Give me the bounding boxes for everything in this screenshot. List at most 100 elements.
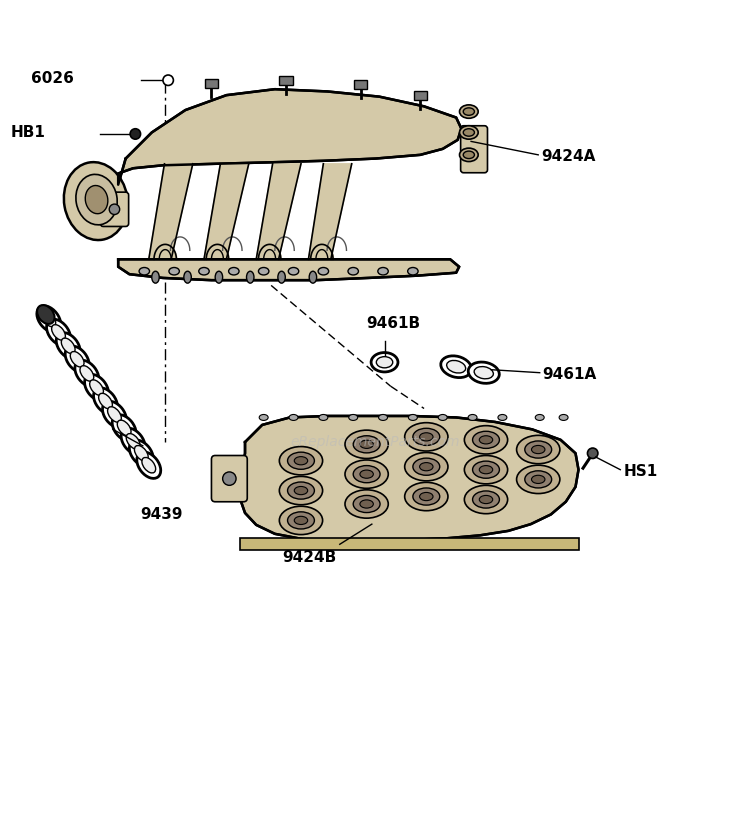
Ellipse shape — [247, 271, 254, 283]
Ellipse shape — [378, 267, 388, 275]
Ellipse shape — [46, 319, 70, 346]
Ellipse shape — [349, 414, 358, 421]
Ellipse shape — [438, 414, 447, 421]
Ellipse shape — [464, 485, 508, 514]
Ellipse shape — [90, 380, 104, 395]
Ellipse shape — [468, 362, 500, 383]
Ellipse shape — [309, 271, 316, 283]
Ellipse shape — [294, 457, 307, 465]
Polygon shape — [308, 163, 352, 259]
Text: 9424B: 9424B — [282, 551, 337, 565]
Ellipse shape — [65, 346, 89, 373]
Ellipse shape — [472, 461, 500, 478]
Ellipse shape — [479, 466, 493, 474]
Ellipse shape — [134, 445, 148, 461]
Ellipse shape — [64, 162, 128, 240]
Ellipse shape — [345, 490, 388, 518]
FancyBboxPatch shape — [460, 126, 488, 172]
Ellipse shape — [260, 414, 268, 421]
Ellipse shape — [103, 401, 127, 427]
Text: 9439: 9439 — [140, 507, 183, 522]
FancyBboxPatch shape — [211, 456, 248, 502]
Ellipse shape — [353, 495, 380, 512]
Text: HS1: HS1 — [623, 464, 658, 479]
Ellipse shape — [229, 267, 239, 275]
Text: 9424A: 9424A — [542, 149, 596, 164]
Bar — [354, 80, 368, 89]
Ellipse shape — [294, 486, 307, 494]
Ellipse shape — [525, 441, 552, 458]
Ellipse shape — [85, 374, 109, 401]
Ellipse shape — [94, 388, 118, 414]
Polygon shape — [204, 163, 249, 259]
Ellipse shape — [379, 414, 388, 421]
Circle shape — [163, 75, 173, 86]
Ellipse shape — [345, 430, 388, 458]
Ellipse shape — [279, 507, 322, 534]
Polygon shape — [256, 163, 301, 259]
Circle shape — [110, 204, 120, 215]
Ellipse shape — [536, 414, 544, 421]
Ellipse shape — [474, 367, 494, 379]
Ellipse shape — [464, 129, 475, 136]
Ellipse shape — [525, 471, 552, 488]
Ellipse shape — [37, 305, 55, 324]
Ellipse shape — [279, 447, 322, 475]
Ellipse shape — [122, 428, 145, 454]
Ellipse shape — [419, 433, 433, 441]
Ellipse shape — [76, 174, 117, 225]
Ellipse shape — [472, 431, 500, 449]
Ellipse shape — [517, 465, 560, 493]
Ellipse shape — [479, 495, 493, 503]
Ellipse shape — [80, 366, 94, 382]
Ellipse shape — [288, 267, 298, 275]
Ellipse shape — [70, 351, 84, 367]
Ellipse shape — [559, 414, 568, 421]
Ellipse shape — [517, 435, 560, 464]
Ellipse shape — [447, 360, 466, 373]
Ellipse shape — [405, 453, 448, 481]
Ellipse shape — [62, 338, 75, 354]
Ellipse shape — [441, 356, 472, 377]
Ellipse shape — [42, 311, 56, 327]
Ellipse shape — [52, 324, 65, 340]
Ellipse shape — [345, 460, 388, 489]
Polygon shape — [148, 163, 193, 259]
Ellipse shape — [360, 470, 374, 478]
Ellipse shape — [419, 493, 433, 501]
Ellipse shape — [460, 126, 478, 139]
Ellipse shape — [413, 488, 440, 505]
Ellipse shape — [169, 267, 179, 275]
Ellipse shape — [371, 353, 398, 372]
Ellipse shape — [142, 458, 156, 473]
Ellipse shape — [117, 420, 131, 435]
Polygon shape — [118, 89, 461, 185]
Ellipse shape — [360, 500, 374, 508]
Ellipse shape — [464, 426, 508, 454]
Polygon shape — [240, 416, 578, 542]
Ellipse shape — [405, 422, 448, 451]
Ellipse shape — [259, 267, 269, 275]
Ellipse shape — [408, 267, 418, 275]
Ellipse shape — [353, 466, 380, 483]
Ellipse shape — [464, 456, 508, 484]
Ellipse shape — [75, 360, 99, 386]
Text: HB1: HB1 — [11, 125, 46, 140]
Ellipse shape — [126, 434, 140, 449]
Ellipse shape — [464, 151, 475, 158]
Polygon shape — [240, 538, 578, 551]
Ellipse shape — [413, 428, 440, 445]
Polygon shape — [118, 259, 459, 280]
Ellipse shape — [107, 407, 122, 422]
Ellipse shape — [37, 306, 61, 333]
Ellipse shape — [413, 458, 440, 475]
Ellipse shape — [472, 491, 500, 508]
Ellipse shape — [468, 414, 477, 421]
Ellipse shape — [460, 148, 478, 162]
Ellipse shape — [56, 333, 80, 359]
Ellipse shape — [318, 267, 328, 275]
Ellipse shape — [409, 414, 417, 421]
Text: 6026: 6026 — [31, 71, 74, 87]
Ellipse shape — [319, 414, 328, 421]
Ellipse shape — [278, 271, 285, 283]
